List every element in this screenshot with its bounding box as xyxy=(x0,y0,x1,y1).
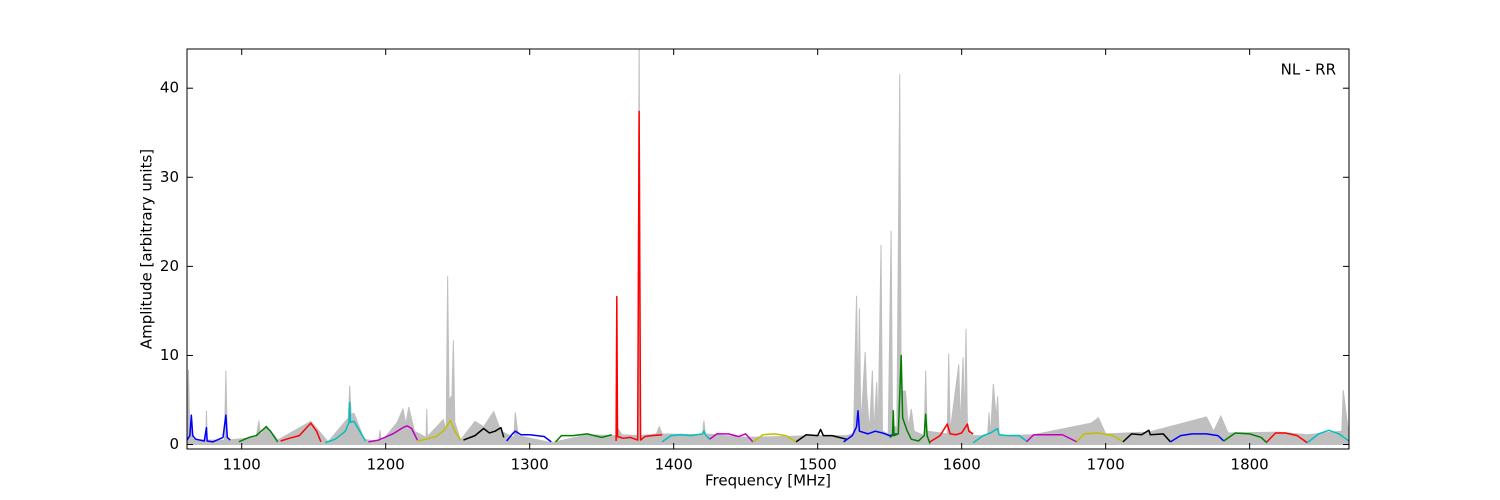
line xyxy=(929,423,974,443)
x-tick-label: 1500 xyxy=(799,456,837,474)
line xyxy=(615,110,663,441)
y-axis-label: Amplitude [arbitrary units] xyxy=(138,149,156,349)
y-tick-label: 10 xyxy=(160,346,179,364)
x-tick-label: 1200 xyxy=(367,456,405,474)
axes-frame xyxy=(186,48,1350,450)
line xyxy=(280,422,322,443)
line xyxy=(1170,433,1225,443)
line xyxy=(1122,429,1172,443)
x-tick-label: 1800 xyxy=(1231,456,1269,474)
y-tick-label: 30 xyxy=(160,168,179,186)
x-tick-label: 1300 xyxy=(511,456,549,474)
line xyxy=(1076,432,1124,443)
line xyxy=(368,425,419,443)
line xyxy=(555,433,612,443)
x-tick-label: 1700 xyxy=(1087,456,1125,474)
area xyxy=(187,49,1349,446)
x-axis-label: Frequency [MHz] xyxy=(705,472,831,490)
line xyxy=(661,430,711,443)
x-tick-label: 1400 xyxy=(655,456,693,474)
x-tick-label: 1600 xyxy=(943,456,981,474)
line xyxy=(752,433,797,443)
line xyxy=(238,425,279,443)
line xyxy=(972,427,1027,444)
y-tick-label: 20 xyxy=(160,257,179,275)
line xyxy=(843,409,898,443)
line xyxy=(1223,432,1268,444)
line xyxy=(324,401,367,444)
line xyxy=(709,433,754,443)
line xyxy=(795,428,847,443)
line xyxy=(463,426,505,441)
y-tick-label: 40 xyxy=(160,79,179,97)
line xyxy=(1025,433,1078,443)
line xyxy=(506,430,552,443)
y-tick-label: 0 xyxy=(169,435,179,453)
line xyxy=(187,414,231,443)
line xyxy=(417,419,462,442)
line xyxy=(889,354,931,444)
line xyxy=(1266,432,1308,444)
annotation: NL - RR xyxy=(1281,61,1336,79)
x-tick-label: 1100 xyxy=(223,456,261,474)
plot-area xyxy=(187,49,1349,446)
line xyxy=(1306,429,1349,444)
